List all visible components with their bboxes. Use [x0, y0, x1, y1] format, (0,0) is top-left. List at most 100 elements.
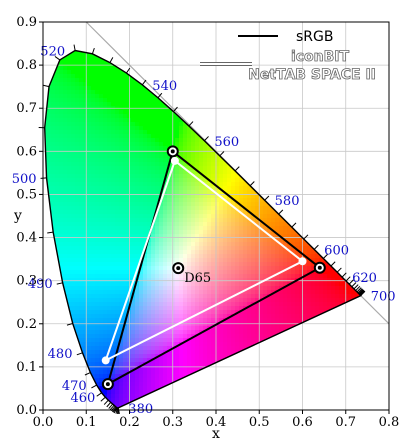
gamut-cell: [71, 154, 76, 159]
gamut-cell: [171, 306, 176, 311]
gamut-cell: [99, 182, 104, 187]
gamut-cell: [75, 234, 80, 239]
gamut-cell: [203, 210, 208, 215]
gamut-cell: [139, 214, 144, 219]
gamut-cell: [227, 342, 232, 347]
gamut-cell: [87, 58, 92, 63]
gamut-cell: [83, 250, 88, 255]
gamut-cell: [79, 242, 84, 247]
gamut-cell: [99, 218, 104, 223]
gamut-cell: [239, 282, 244, 287]
gamut-cell: [135, 330, 140, 335]
gamut-cell: [183, 346, 188, 351]
gamut-cell: [227, 182, 232, 187]
gamut-cell: [147, 258, 152, 263]
gamut-cell: [143, 118, 148, 123]
gamut-cell: [115, 366, 120, 371]
gamut-cell: [139, 394, 144, 399]
gamut-cell: [119, 274, 124, 279]
gamut-cell: [99, 286, 104, 291]
gamut-cell: [115, 298, 120, 303]
gamut-cell: [91, 306, 96, 311]
gamut-cell: [299, 298, 304, 303]
gamut-cell: [263, 330, 268, 335]
gamut-cell: [267, 210, 272, 215]
gamut-cell: [151, 250, 156, 255]
gamut-cell: [275, 262, 280, 267]
gamut-cell: [99, 274, 104, 279]
gamut-cell: [235, 182, 240, 187]
gamut-cell: [195, 330, 200, 335]
gamut-cell: [243, 194, 248, 199]
gamut-cell: [183, 322, 188, 327]
gamut-cell: [195, 334, 200, 339]
gamut-cell: [119, 322, 124, 327]
gamut-cell: [79, 310, 84, 315]
gamut-cell: [131, 338, 136, 343]
gamut-cell: [135, 314, 140, 319]
gamut-cell: [95, 362, 100, 367]
gamut-cell: [51, 130, 56, 135]
gamut-cell: [103, 258, 108, 263]
gamut-cell: [219, 222, 224, 227]
gamut-cell: [271, 310, 276, 315]
gamut-cell: [111, 370, 116, 375]
gamut-cell: [55, 158, 60, 163]
gamut-cell: [191, 158, 196, 163]
gamut-cell: [155, 366, 160, 371]
gamut-cell: [187, 134, 192, 139]
gamut-cell: [71, 146, 76, 151]
gamut-cell: [171, 186, 176, 191]
gamut-cell: [63, 94, 68, 99]
gamut-cell: [251, 230, 256, 235]
gamut-cell: [151, 314, 156, 319]
gamut-cell: [75, 286, 80, 291]
gamut-cell: [211, 162, 216, 167]
gamut-cell: [159, 334, 164, 339]
gamut-cell: [287, 230, 292, 235]
gamut-cell: [147, 174, 152, 179]
gamut-cell: [55, 234, 60, 239]
gamut-cell: [263, 318, 268, 323]
gamut-cell: [199, 318, 204, 323]
gamut-cell: [47, 178, 52, 183]
gamut-cell: [223, 330, 228, 335]
gamut-cell: [71, 218, 76, 223]
gamut-cell: [75, 246, 80, 251]
gamut-cell: [95, 354, 100, 359]
gamut-cell: [147, 370, 152, 375]
gamut-cell: [63, 246, 68, 251]
gamut-cell: [59, 210, 64, 215]
gamut-cell: [255, 210, 260, 215]
gamut-cell: [79, 294, 84, 299]
gamut-cell: [219, 342, 224, 347]
gamut-cell: [255, 246, 260, 251]
gamut-cell: [103, 138, 108, 143]
gamut-cell: [99, 266, 104, 271]
gamut-cell: [211, 246, 216, 251]
gamut-cell: [91, 270, 96, 275]
gamut-cell: [199, 214, 204, 219]
gamut-cell: [183, 358, 188, 363]
gamut-cell: [223, 266, 228, 271]
gamut-cell: [155, 286, 160, 291]
gamut-cell: [131, 270, 136, 275]
gamut-cell: [83, 122, 88, 127]
gamut-cell: [147, 202, 152, 207]
gamut-cell: [235, 222, 240, 227]
gamut-cell: [91, 186, 96, 191]
gamut-cell: [239, 310, 244, 315]
gamut-cell: [79, 126, 84, 131]
gamut-cell: [239, 346, 244, 351]
gamut-cell: [95, 98, 100, 103]
gamut-cell: [259, 290, 264, 295]
gamut-cell: [139, 374, 144, 379]
gamut-cell: [79, 154, 84, 159]
gamut-cell: [63, 166, 68, 171]
gamut-cell: [179, 370, 184, 375]
gamut-cell: [123, 226, 128, 231]
gamut-cell: [163, 238, 168, 243]
gamut-cell: [243, 286, 248, 291]
gamut-cell: [235, 174, 240, 179]
gamut-cell: [187, 138, 192, 143]
